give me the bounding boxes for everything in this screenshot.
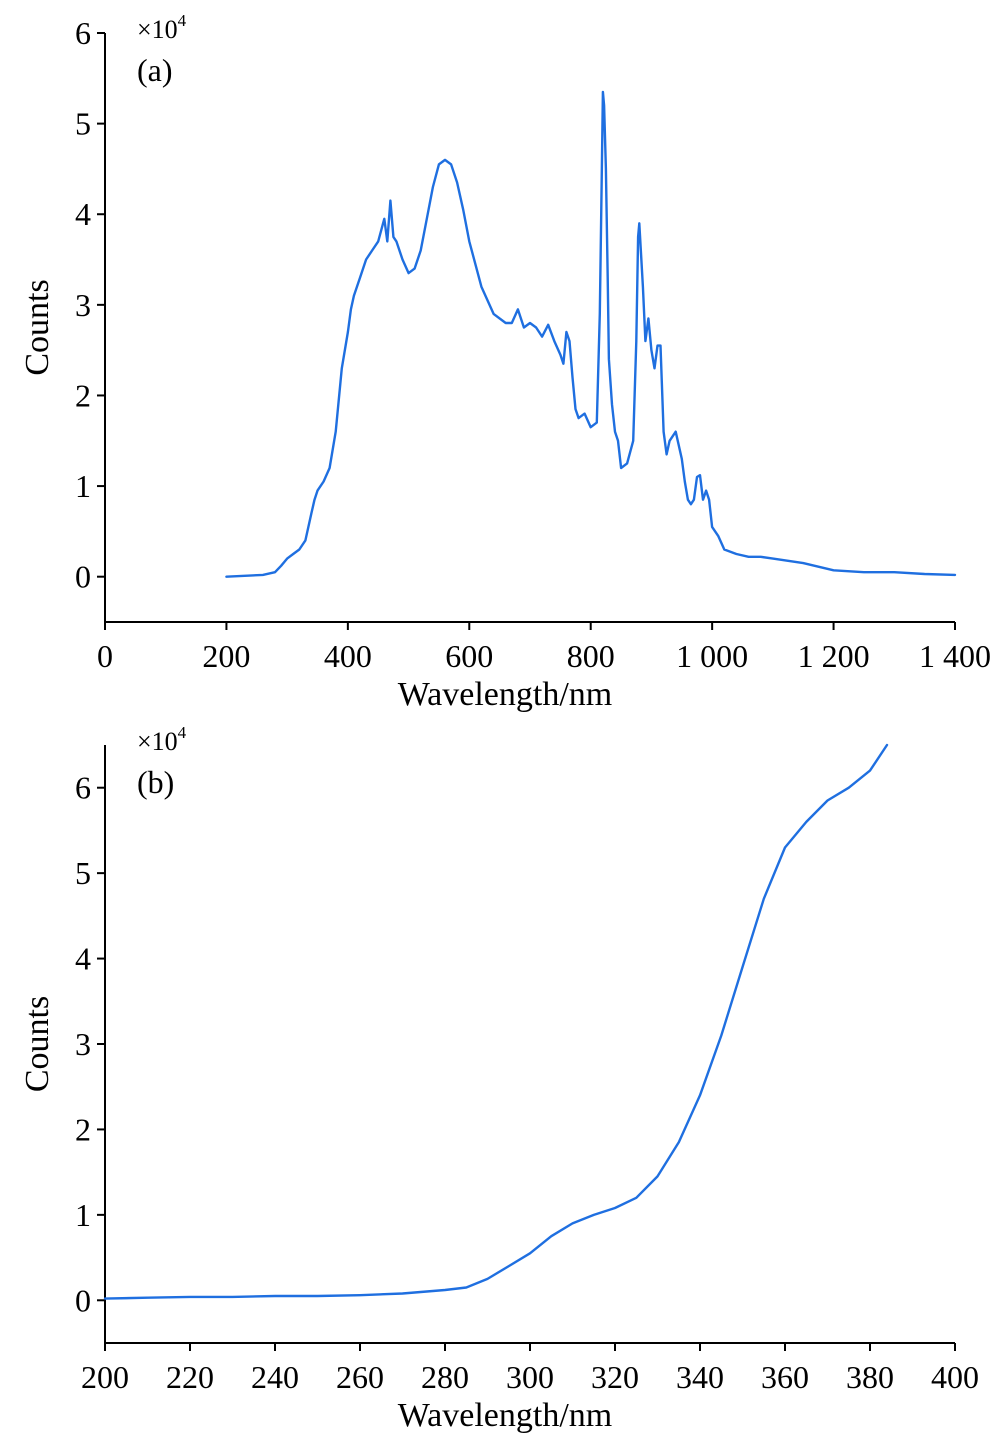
panel-b-x-tick-label: 280 [421,1359,469,1395]
panel-a-y-multiplier-base: ×10 [137,15,178,44]
panel-a-x-tick-label: 600 [445,638,493,674]
panel-a-y-tick-label: 6 [75,15,91,51]
panel-b-y-multiplier-exp: 4 [178,723,187,742]
panel-a-spectrum-line [225,90,957,578]
panel-a-y-multiplier: ×104 [137,11,187,44]
panel-b-x-tick-label: 400 [931,1359,979,1395]
panel-a-x-tick-label: 200 [202,638,250,674]
panel-b-y-multiplier: ×104 [137,723,187,756]
panel-a-chart: 0 1 2 3 4 5 6 0 200 400 600 800 1 000 1 200 1 400 Wavel… [19,11,991,713]
panel-b-y-axis-label: Counts [19,996,56,1092]
panel-b-x-tick-label: 220 [166,1359,214,1395]
panel-a-label: (a) [137,52,173,88]
panel-a-x-tick-label: 400 [324,638,372,674]
panel-b-y-tick-label: 1 [75,1197,91,1233]
panel-b-y-tick-label: 6 [75,770,91,806]
panel-b-x-tick-label: 300 [506,1359,554,1395]
panel-a-y-tick-label: 2 [75,377,91,413]
panel-a-x-tick-label: 1 200 [798,638,870,674]
panel-b-x-tick-label: 380 [846,1359,894,1395]
panel-b-y-tick-label: 0 [75,1282,91,1318]
panel-b-spectrum-line [103,743,889,1300]
panel-b-chart: 0 1 2 3 4 5 6 200 220 240 260 280 300 320 340 360 380 400… [19,723,979,1434]
panel-a-y-axis-label: Counts [19,279,56,375]
panel-b-y-tick-label: 3 [75,1026,91,1062]
panel-b-x-axis-label: Wavelength/nm [398,1397,612,1434]
panel-a-x-tick-label: 800 [567,638,615,674]
panel-a-x-tick-label: 0 [97,638,113,674]
panel-b-y-multiplier-base: ×10 [137,727,178,756]
panel-b-x-tick-label: 260 [336,1359,384,1395]
panel-a-y-tick-label: 3 [75,287,91,323]
panel-a-y-tick-label: 1 [75,468,91,504]
panel-a-x-tick-label: 1 400 [919,638,991,674]
panel-b-y-tick-label: 5 [75,855,91,891]
panel-a-y-multiplier-exp: 4 [178,11,187,30]
panel-a-y-tick-label: 4 [75,196,91,232]
panel-b-y-tick-label: 2 [75,1111,91,1147]
panel-a-y-tick-label: 0 [75,559,91,595]
panel-b-x-tick-label: 360 [761,1359,809,1395]
panel-b-y-tick-label: 4 [75,941,91,977]
panel-a-y-tick-label: 5 [75,106,91,142]
panel-a-x-axis-label: Wavelength/nm [398,676,612,713]
panel-b-x-tick-label: 340 [676,1359,724,1395]
panel-b-x-tick-label: 200 [81,1359,129,1395]
panel-b-x-tick-label: 240 [251,1359,299,1395]
panel-b-x-tick-label: 320 [591,1359,639,1395]
panel-b-label: (b) [137,764,174,800]
panel-a-x-tick-label: 1 000 [676,638,748,674]
